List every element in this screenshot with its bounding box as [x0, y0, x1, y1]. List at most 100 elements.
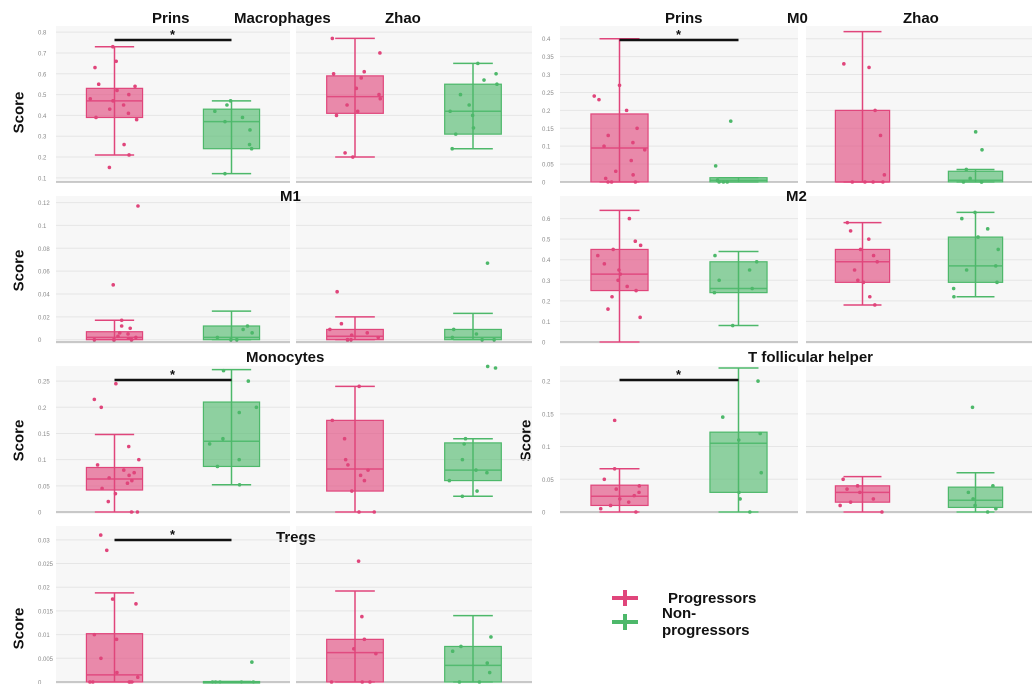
data-point-non-progressors — [210, 680, 215, 684]
data-point-progressors — [612, 418, 617, 423]
data-point-progressors — [626, 500, 631, 504]
significance-star-t-follicular-helper-prins: * — [676, 367, 682, 382]
data-point-progressors — [126, 332, 130, 336]
y-tick-label: 0.03 — [38, 538, 50, 544]
y-tick-label: 0.06 — [38, 270, 50, 276]
significance-star-m0-prins: * — [676, 27, 682, 42]
data-point-progressors — [881, 180, 885, 184]
data-point-progressors — [135, 675, 140, 680]
data-point-non-progressors — [717, 278, 721, 283]
legend-swatch-non-progressors — [612, 610, 638, 634]
box-progressors — [85, 633, 144, 683]
data-point-progressors — [136, 204, 140, 208]
y-tick-label: 0.5 — [38, 93, 47, 99]
y-tick-label: 0.2 — [542, 109, 551, 115]
data-point-progressors — [358, 473, 363, 478]
data-point-progressors — [119, 324, 124, 328]
data-point-non-progressors — [758, 431, 762, 436]
data-point-progressors — [880, 510, 884, 514]
data-point-progressors — [377, 92, 381, 97]
title-tfh: T follicular helper — [748, 349, 874, 366]
data-point-progressors — [127, 153, 131, 157]
data-point-progressors — [95, 463, 100, 467]
data-point-progressors — [366, 468, 370, 472]
data-point-progressors — [848, 229, 853, 233]
y-tick-label: 0.08 — [38, 247, 50, 253]
data-point-progressors — [631, 173, 635, 177]
data-point-progressors — [329, 680, 334, 684]
data-point-non-progressors — [207, 442, 212, 446]
legend-label-non-progressors: Non-progressors — [661, 605, 750, 639]
data-point-progressors — [107, 107, 112, 111]
data-point-progressors — [613, 169, 618, 174]
data-point-progressors — [356, 559, 361, 563]
data-point-progressors — [92, 337, 97, 342]
data-point-progressors — [637, 484, 642, 488]
data-point-progressors — [346, 463, 350, 467]
y-tick-label: 0 — [542, 181, 546, 187]
data-point-progressors — [595, 253, 600, 258]
data-point-progressors — [372, 510, 377, 514]
data-point-progressors — [129, 337, 134, 342]
data-point-non-progressors — [223, 171, 227, 176]
y-tick-label: 0 — [38, 338, 42, 344]
data-point-non-progressors — [713, 253, 717, 258]
title-m1: M1 — [280, 188, 301, 205]
legend-swatch-progressors — [612, 586, 638, 610]
box-non-progressors — [947, 486, 1004, 509]
data-point-non-progressors — [460, 494, 465, 499]
data-point-non-progressors — [721, 180, 726, 184]
data-point-non-progressors — [754, 259, 759, 264]
data-point-progressors — [360, 614, 364, 619]
data-point-non-progressors — [470, 113, 475, 118]
data-point-progressors — [362, 69, 367, 74]
data-point-progressors — [335, 289, 339, 294]
data-point-progressors — [845, 220, 850, 225]
data-point-non-progressors — [991, 484, 995, 488]
y-tick-label: 0.01 — [38, 633, 50, 639]
data-point-non-progressors — [492, 337, 496, 342]
data-point-progressors — [354, 86, 359, 91]
y-tick-label: 0.15 — [542, 412, 554, 418]
data-point-progressors — [132, 470, 136, 475]
data-point-non-progressors — [728, 119, 733, 123]
data-point-non-progressors — [459, 644, 463, 649]
data-point-progressors — [871, 497, 876, 501]
y-tick-label: 0.3 — [542, 73, 551, 79]
data-point-non-progressors — [713, 164, 718, 168]
data-point-progressors — [873, 303, 877, 307]
y-tick-label: 0.15 — [542, 127, 554, 133]
data-point-non-progressors — [485, 364, 490, 369]
y-tick-label: 0.4 — [38, 114, 47, 120]
y-tick-label: 0.005 — [38, 657, 54, 663]
data-point-progressors — [852, 268, 857, 272]
data-point-progressors — [592, 94, 597, 98]
data-point-non-progressors — [476, 61, 480, 66]
data-point-progressors — [871, 180, 875, 184]
data-point-non-progressors — [247, 142, 252, 147]
data-point-progressors — [350, 489, 354, 493]
title-macrophages: Macrophages — [234, 10, 331, 27]
data-point-non-progressors — [952, 294, 956, 299]
panel-m1-prins — [56, 196, 290, 344]
legend-item-progressors: Progressors — [612, 586, 756, 610]
data-point-progressors — [107, 165, 112, 170]
data-point-non-progressors — [985, 510, 990, 514]
data-point-non-progressors — [973, 130, 978, 134]
data-point-non-progressors — [720, 415, 725, 419]
data-point-progressors — [127, 473, 131, 478]
data-point-progressors — [114, 59, 118, 64]
data-point-non-progressors — [730, 323, 735, 328]
data-point-non-progressors — [489, 635, 493, 639]
data-point-non-progressors — [250, 660, 254, 664]
y-tick-label: 0.2 — [542, 299, 551, 305]
data-point-progressors — [345, 337, 350, 342]
data-point-progressors — [633, 180, 638, 184]
data-point-non-progressors — [450, 335, 455, 340]
data-point-non-progressors — [980, 147, 984, 152]
data-point-progressors — [111, 283, 116, 287]
data-point-non-progressors — [738, 497, 742, 501]
y-tick-label: 0.2 — [38, 406, 47, 412]
data-point-progressors — [637, 490, 641, 495]
y-tick-label: 0.4 — [542, 37, 551, 43]
